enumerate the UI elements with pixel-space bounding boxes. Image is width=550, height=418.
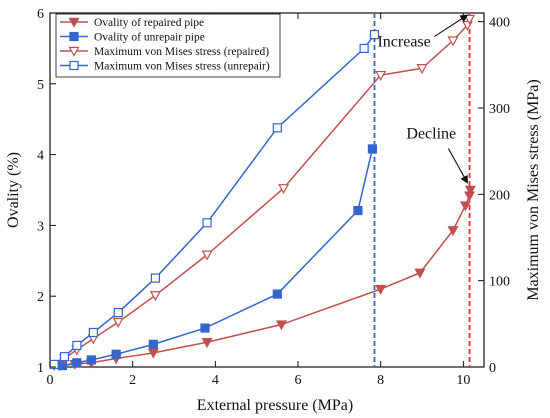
series-line <box>60 189 472 367</box>
data-point <box>112 317 124 328</box>
data-point <box>359 43 369 54</box>
y-right-tick-label: 300 <box>489 102 510 117</box>
legend-item: Ovality of repaired pipe <box>60 17 204 29</box>
data-point <box>375 284 387 295</box>
y-right-tick-label: 100 <box>489 275 510 290</box>
legend-label: Maximum von Mises stress (repaired) <box>94 46 269 58</box>
x-tick-label: 8 <box>377 373 384 388</box>
data-point <box>201 250 213 261</box>
series-line <box>53 34 376 366</box>
data-point <box>202 218 212 228</box>
series-1 <box>57 144 377 371</box>
annotation-label: Increase <box>377 33 430 50</box>
data-point <box>59 352 70 362</box>
y-right-tick-label: 200 <box>489 188 510 203</box>
y-right-tick-label: 0 <box>489 361 496 376</box>
data-point <box>464 185 476 196</box>
series-0 <box>54 185 476 372</box>
x-tick-label: 6 <box>295 373 302 388</box>
legend-item: Ovality of unrepair pipe <box>60 32 205 44</box>
y-left-tick-label: 5 <box>37 78 44 93</box>
legend-item: Maximum von Mises stress (unrepair) <box>60 61 270 73</box>
y-left-tick-label: 6 <box>37 7 44 22</box>
series-3 <box>49 29 380 370</box>
y-left-tick-label: 1 <box>37 361 44 376</box>
data-point <box>414 268 426 279</box>
data-point <box>113 308 123 318</box>
data-point <box>375 70 387 81</box>
y-axis-label-right: Maximum von Mises stress (MPa) <box>525 79 542 300</box>
data-point <box>149 291 161 302</box>
legend-label: Maximum von Mises stress (unrepair) <box>94 61 270 73</box>
x-tick-label: 0 <box>47 373 54 388</box>
legend-label: Ovality of repaired pipe <box>94 17 204 29</box>
data-point <box>201 338 213 348</box>
annotation-label: Decline <box>406 125 456 142</box>
y-right-tick-label: 400 <box>489 16 510 31</box>
y-axis-label-left: Ovality (%) <box>5 152 22 228</box>
legend-label: Ovality of unrepair pipe <box>94 32 205 44</box>
data-point <box>272 289 282 299</box>
data-point <box>416 64 428 74</box>
y-left-tick-label: 2 <box>37 290 44 305</box>
data-point <box>72 340 82 351</box>
series-line <box>62 148 374 367</box>
data-point <box>369 29 380 40</box>
x-tick-label: 4 <box>212 373 219 388</box>
x-axis-label: External pressure (MPa) <box>197 397 353 414</box>
data-point <box>272 123 282 133</box>
x-tick-label: 2 <box>129 373 136 388</box>
data-point <box>447 226 459 237</box>
data-point <box>86 355 96 365</box>
legend-marker <box>68 17 80 28</box>
legend-item: Maximum von Mises stress (repaired) <box>60 46 269 58</box>
data-point <box>88 327 99 338</box>
data-point <box>150 273 160 283</box>
legend-marker <box>69 60 79 71</box>
legend: Ovality of repaired pipe Ovality of unrep… <box>55 13 281 78</box>
plot-border <box>49 12 485 368</box>
data-point <box>353 205 363 216</box>
legend-box <box>55 13 281 78</box>
y-left-tick-label: 3 <box>37 219 44 234</box>
legend-marker <box>68 46 80 57</box>
data-point <box>200 323 210 333</box>
data-point <box>367 144 377 154</box>
data-point <box>447 36 459 47</box>
x-tick-label: 10 <box>456 373 470 388</box>
annotations-layer: Increase Decline <box>377 14 469 184</box>
y-left-tick-label: 4 <box>37 149 44 164</box>
data-point <box>148 339 158 349</box>
data-point <box>147 348 159 359</box>
legend-marker <box>69 31 79 42</box>
data-point <box>275 320 287 331</box>
plot-frame <box>49 12 485 368</box>
annotation-arrow <box>434 14 469 37</box>
annotation-arrow <box>447 148 468 184</box>
data-point <box>111 349 121 359</box>
data-point <box>278 184 290 195</box>
data-point <box>72 358 82 368</box>
data-point <box>459 201 471 212</box>
data-point <box>57 360 68 371</box>
series-layer <box>48 14 476 372</box>
